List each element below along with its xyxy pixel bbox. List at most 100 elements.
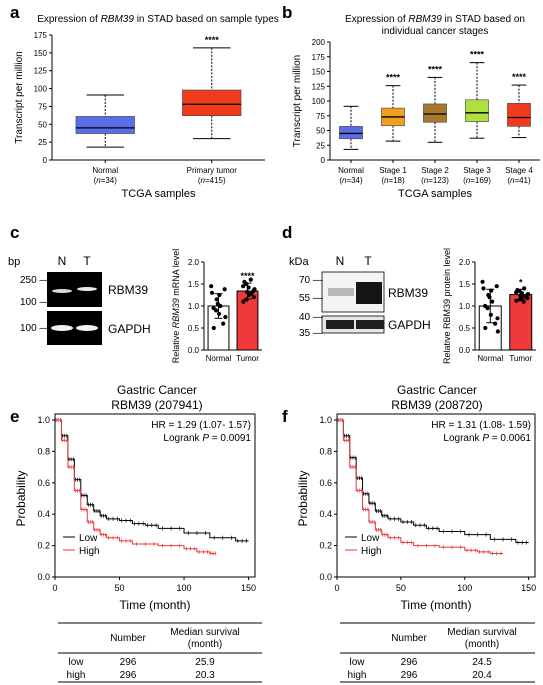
- lane-label-n: N: [58, 254, 67, 268]
- data-point: [517, 297, 523, 302]
- panel-label-d: d: [282, 223, 292, 242]
- x-tick-label: 50: [396, 583, 406, 593]
- data-point: [214, 297, 219, 302]
- y-tick-label: 200: [312, 38, 326, 47]
- x-tick-label: Tumor: [236, 354, 259, 363]
- table-header-median: Median survival: [170, 627, 239, 638]
- x-tick-label: Normal: [477, 354, 503, 363]
- data-point: [521, 299, 526, 304]
- table-header-median-unit: (month): [188, 639, 222, 650]
- significance-stars: ****: [386, 73, 401, 83]
- y-tick-label: 0.6: [319, 478, 332, 488]
- y-tick-label: 175: [312, 53, 326, 62]
- box-normal: [75, 116, 135, 134]
- size-marker: 250 —: [20, 275, 49, 286]
- table-cell-median: 25.9: [195, 657, 215, 668]
- y-tick-label: 125: [34, 67, 48, 76]
- y-tick-label: 100: [34, 85, 48, 94]
- band-label-rbm39: RBM39: [108, 283, 148, 297]
- y-axis-label: Relative RBM39 mRNA level: [171, 249, 181, 364]
- logrank-text: Logrank P = 0.0061: [443, 433, 531, 444]
- significance-stars: *: [519, 277, 523, 287]
- data-point: [514, 298, 519, 303]
- y-axis-label: Relative RBM39 protein level: [442, 248, 452, 364]
- data-point: [251, 288, 256, 293]
- box-stage-4: [507, 103, 531, 127]
- logrank-text: Logrank P = 0.0091: [163, 433, 251, 444]
- data-point: [211, 325, 216, 331]
- data-point: [209, 290, 215, 295]
- box-stage-2: [423, 103, 447, 123]
- x-tick-label: Stage 4: [505, 166, 533, 175]
- table-row-label: low: [68, 657, 84, 668]
- y-tick-label: 0.0: [459, 346, 471, 355]
- x-tick-label: 0: [334, 583, 339, 593]
- table-cell-median: 24.5: [472, 657, 492, 668]
- data-point: [495, 329, 500, 334]
- lane-label-t: T: [83, 254, 91, 268]
- x-tick-label: Stage 3: [463, 166, 491, 175]
- logrank-prefix: Logrank: [163, 433, 202, 444]
- n-value: =415): [205, 176, 226, 185]
- x-tick-label: Normal: [338, 166, 364, 175]
- size-marker: 70 —: [299, 275, 323, 286]
- y-tick-label: 0.4: [319, 509, 332, 519]
- blot-band: [356, 282, 382, 304]
- n-prefix: (: [507, 176, 510, 185]
- data-point: [481, 286, 486, 291]
- hazard-ratio-text: HR = 1.29 (1.07- 1.57): [151, 420, 251, 431]
- panel-label-b: b: [282, 3, 292, 22]
- y-tick-label: 0.0: [37, 572, 50, 582]
- group-size-label: (n=34): [94, 176, 118, 185]
- x-tick-label: 100: [177, 583, 192, 593]
- x-tick-label: 150: [521, 583, 536, 593]
- logrank-value: = 0.0091: [209, 433, 251, 444]
- gel-unit-label: bp: [8, 256, 20, 268]
- chart-title: Expression of RBM39 in STAD based on sam…: [37, 14, 279, 25]
- y-axis-label: Probability: [14, 470, 28, 526]
- data-point: [216, 311, 222, 317]
- data-point: [244, 297, 249, 302]
- data-point: [490, 299, 495, 304]
- title-part: in STAD based on sample types: [134, 14, 279, 25]
- title-part: Expression of: [345, 14, 408, 25]
- y-tick-label: 0.4: [37, 509, 50, 519]
- data-point: [246, 285, 251, 290]
- table-row-label: high: [67, 670, 86, 681]
- y-tick-label: 1.0: [459, 302, 471, 311]
- data-point: [221, 321, 226, 326]
- y-tick-label: 0.8: [37, 446, 50, 456]
- n-symbol: n: [342, 176, 347, 185]
- data-point: [246, 292, 252, 298]
- data-point: [487, 295, 492, 300]
- ylabel-gene: RBM39: [171, 298, 181, 328]
- table-header-median-unit: (month): [465, 639, 499, 650]
- y-tick-label: 175: [34, 31, 48, 40]
- table-cell-number: 296: [120, 670, 137, 681]
- logrank-p: P: [482, 433, 489, 444]
- data-point: [480, 279, 485, 284]
- n-prefix: (: [421, 176, 424, 185]
- group-size-label: (n=41): [507, 176, 531, 185]
- data-point: [495, 316, 500, 321]
- data-point: [222, 287, 227, 292]
- data-point: [494, 284, 499, 289]
- y-tick-label: 0.6: [37, 478, 50, 488]
- y-tick-label: 1.5: [459, 280, 471, 289]
- significance-stars: ****: [428, 64, 443, 74]
- n-prefix: (: [339, 176, 342, 185]
- x-tick-label: Tumor: [509, 354, 532, 363]
- y-tick-label: 25: [316, 141, 325, 150]
- x-tick-label: Stage 1: [379, 166, 407, 175]
- n-prefix: (: [198, 176, 201, 185]
- n-symbol: n: [384, 176, 389, 185]
- y-tick-label: 75: [38, 102, 47, 111]
- data-point: [241, 284, 246, 289]
- group-size-label: (n=415): [198, 176, 226, 185]
- x-tick-label: Normal: [92, 166, 118, 175]
- band-label-rbm39: RBM39: [388, 286, 428, 300]
- y-tick-label: 0.2: [319, 541, 332, 551]
- x-axis-label: TCGA samples: [122, 188, 196, 200]
- data-point: [514, 290, 519, 295]
- gel-band: [51, 325, 73, 331]
